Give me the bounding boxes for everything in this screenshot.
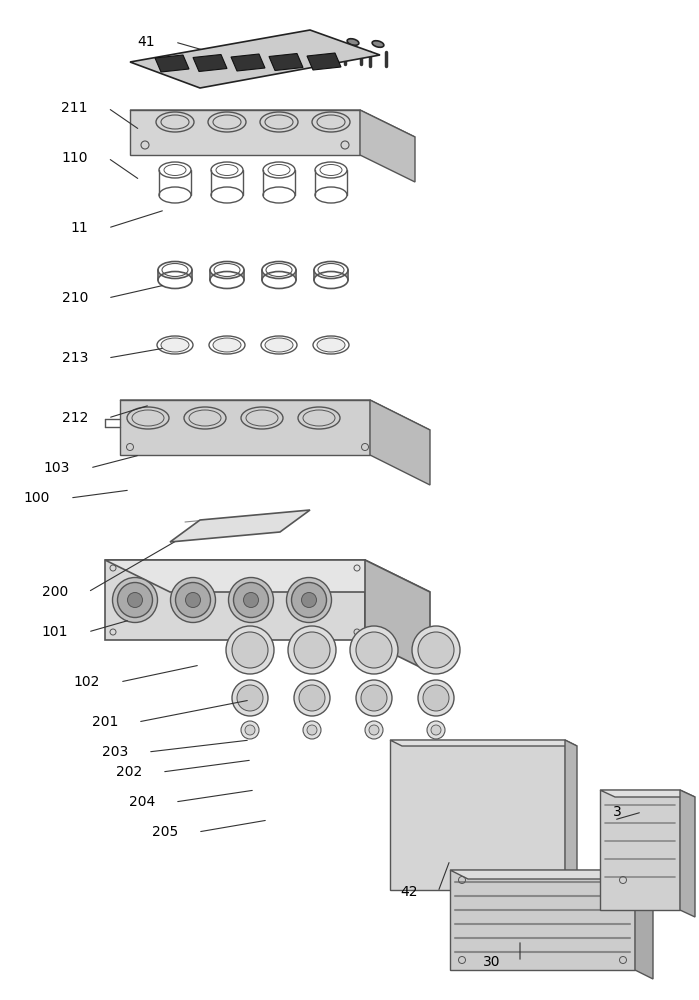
Polygon shape	[120, 400, 370, 455]
Polygon shape	[170, 510, 310, 542]
Polygon shape	[370, 400, 430, 485]
Text: 30: 30	[482, 955, 500, 969]
Ellipse shape	[291, 582, 326, 617]
Ellipse shape	[294, 680, 330, 716]
Bar	[405, 820, 445, 835]
Polygon shape	[130, 30, 380, 88]
Polygon shape	[120, 400, 430, 430]
Bar	[405, 760, 445, 775]
Polygon shape	[193, 54, 227, 72]
Ellipse shape	[347, 39, 359, 45]
Ellipse shape	[299, 685, 325, 711]
Ellipse shape	[365, 721, 383, 739]
Ellipse shape	[113, 578, 157, 622]
Ellipse shape	[361, 685, 387, 711]
Ellipse shape	[127, 592, 143, 607]
Ellipse shape	[350, 626, 398, 674]
Ellipse shape	[294, 632, 330, 668]
Bar	[515, 850, 555, 865]
Ellipse shape	[161, 338, 189, 352]
Ellipse shape	[412, 626, 460, 674]
Polygon shape	[390, 740, 565, 890]
Ellipse shape	[226, 626, 274, 674]
Ellipse shape	[232, 680, 268, 716]
Ellipse shape	[175, 582, 210, 617]
Polygon shape	[105, 560, 430, 592]
Ellipse shape	[303, 721, 321, 739]
Polygon shape	[360, 110, 415, 182]
Ellipse shape	[356, 680, 392, 716]
Text: 3: 3	[613, 805, 622, 819]
Ellipse shape	[185, 592, 201, 607]
Bar	[515, 820, 555, 835]
Bar	[515, 790, 555, 805]
Ellipse shape	[369, 725, 379, 735]
Text: 200: 200	[42, 585, 68, 599]
Polygon shape	[365, 560, 430, 672]
Ellipse shape	[418, 680, 454, 716]
Polygon shape	[635, 870, 653, 979]
Ellipse shape	[241, 721, 259, 739]
Polygon shape	[680, 790, 695, 917]
Ellipse shape	[372, 41, 384, 47]
Ellipse shape	[265, 338, 293, 352]
Text: 202: 202	[116, 765, 142, 779]
Ellipse shape	[423, 685, 449, 711]
Text: 212: 212	[62, 411, 88, 425]
Bar	[405, 790, 445, 805]
Bar	[460, 820, 500, 835]
Ellipse shape	[307, 725, 317, 735]
Polygon shape	[231, 54, 265, 71]
Polygon shape	[600, 790, 680, 910]
Bar	[460, 850, 500, 865]
Bar	[405, 850, 445, 865]
Ellipse shape	[288, 626, 336, 674]
Bar	[515, 760, 555, 775]
Ellipse shape	[301, 592, 317, 607]
Ellipse shape	[356, 632, 392, 668]
Ellipse shape	[232, 632, 268, 668]
Text: 42: 42	[401, 885, 418, 899]
Polygon shape	[130, 110, 360, 155]
Ellipse shape	[418, 632, 454, 668]
Ellipse shape	[213, 338, 241, 352]
Polygon shape	[130, 110, 415, 137]
Text: 203: 203	[102, 745, 128, 759]
Ellipse shape	[317, 338, 345, 352]
Text: 201: 201	[92, 715, 118, 729]
Ellipse shape	[117, 582, 152, 617]
Ellipse shape	[287, 578, 331, 622]
Text: 102: 102	[73, 675, 100, 689]
Polygon shape	[269, 53, 303, 70]
Bar	[460, 790, 500, 805]
Ellipse shape	[431, 725, 441, 735]
Text: 204: 204	[129, 795, 155, 809]
Polygon shape	[155, 55, 189, 72]
Text: 205: 205	[152, 825, 178, 839]
Polygon shape	[390, 740, 577, 746]
Text: 213: 213	[62, 351, 88, 365]
Polygon shape	[450, 870, 635, 970]
Text: 103: 103	[43, 461, 70, 475]
Ellipse shape	[245, 725, 255, 735]
Polygon shape	[600, 790, 695, 797]
Text: 41: 41	[138, 35, 155, 49]
Polygon shape	[307, 53, 341, 70]
Polygon shape	[565, 740, 577, 896]
Bar	[460, 760, 500, 775]
Polygon shape	[450, 870, 653, 879]
Text: 100: 100	[24, 491, 50, 505]
Text: 110: 110	[62, 151, 88, 165]
Text: 211: 211	[62, 101, 88, 115]
Ellipse shape	[229, 578, 273, 622]
Text: 11: 11	[71, 221, 88, 235]
Ellipse shape	[427, 721, 445, 739]
Polygon shape	[105, 560, 365, 640]
Text: 101: 101	[41, 625, 68, 639]
Ellipse shape	[171, 578, 215, 622]
Ellipse shape	[237, 685, 263, 711]
Ellipse shape	[233, 582, 268, 617]
Ellipse shape	[243, 592, 259, 607]
Text: 210: 210	[62, 291, 88, 305]
